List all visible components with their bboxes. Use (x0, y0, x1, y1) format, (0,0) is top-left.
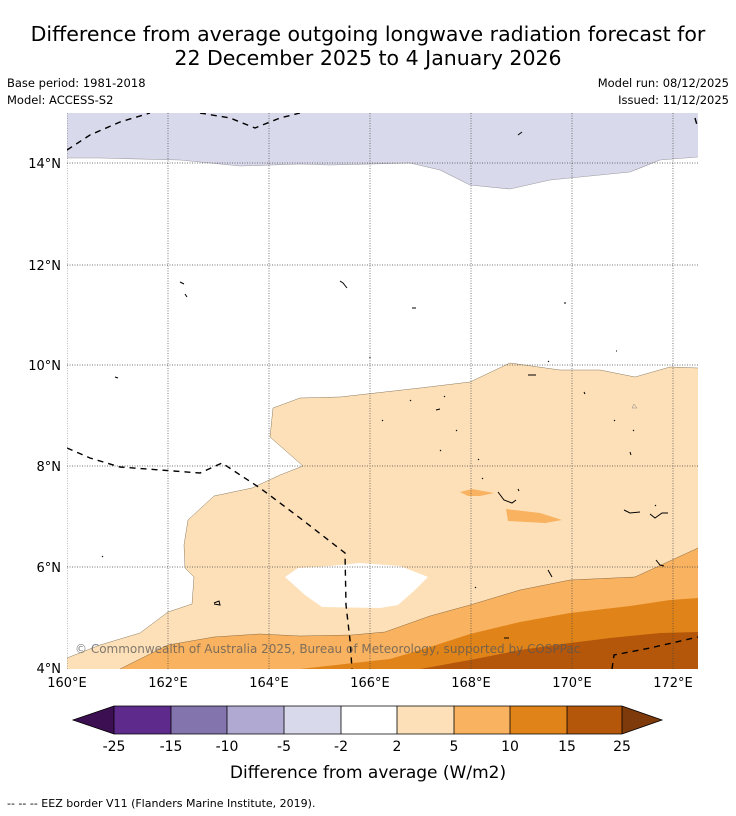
meta-right: Model run: 08/12/2025 Issued: 11/12/2025 (598, 75, 729, 109)
cb-tick-m5: -5 (277, 739, 291, 755)
region-pos-15-to-25 (420, 632, 698, 669)
region-neutral-hole (285, 563, 428, 608)
contour-neg (67, 156, 698, 190)
colorbar-bin-15-25 (567, 706, 622, 734)
title-line-2: 22 December 2025 to 4 January 2026 (174, 46, 562, 70)
cb-tick-m2: -2 (334, 739, 348, 755)
lat-labels: 14°N 12°N 10°N 8°N 6°N 4°N (28, 157, 61, 677)
colorbar-title: Difference from average (W/m2) (230, 763, 506, 783)
lon-label-172e: 172°E (653, 676, 693, 691)
eez-border-south (67, 447, 698, 669)
lat-label-6n: 6°N (37, 561, 62, 576)
colorbar-bin-10-15 (510, 706, 567, 734)
cb-tick-2: 2 (393, 739, 402, 755)
lat-label-12n: 12°N (28, 259, 61, 274)
colorbar: -25 -15 -10 -5 -2 2 5 10 15 25 Differenc… (71, 705, 664, 783)
meta-left: Base period: 1981-2018 Model: ACCESS-S2 (7, 75, 146, 109)
lat-label-14n: 14°N (28, 157, 61, 172)
colorbar-bin-m10-m5 (227, 706, 284, 734)
model-name: Model: ACCESS-S2 (7, 93, 114, 107)
colorbar-dividers (113, 706, 623, 734)
region-neg-5-to-2 (67, 113, 698, 189)
colorbar-bin-5-10 (454, 706, 510, 734)
eez-border-north (67, 113, 698, 151)
islands (101, 131, 668, 639)
cb-tick-5: 5 (450, 739, 459, 755)
cb-tick-25: 25 (613, 739, 631, 755)
copyright-watermark: © Commonwealth of Australia 2025, Bureau… (75, 642, 580, 656)
lon-label-168e: 168°E (451, 676, 491, 691)
contour-5 (119, 547, 698, 669)
issued-date: Issued: 11/12/2025 (618, 93, 729, 107)
lat-label-10n: 10°N (28, 359, 61, 374)
cb-tick-10: 10 (501, 739, 519, 755)
patch-5-to-10-a (460, 489, 494, 496)
lon-label-164e: 164°E (249, 676, 289, 691)
cb-tick-m15: -15 (160, 739, 183, 755)
colorbar-bin-m15-m10 (171, 706, 227, 734)
model-run: Model run: 08/12/2025 (597, 76, 729, 90)
colorbar-bin-m5-m2 (284, 706, 341, 734)
colorbar-arrow-low (73, 706, 114, 734)
lon-label-170e: 170°E (552, 676, 592, 691)
lon-label-166e: 166°E (350, 676, 390, 691)
lat-label-4n: 4°N (37, 662, 62, 677)
colorbar-arrow-high (622, 706, 662, 734)
patch-5-to-10-b (506, 509, 562, 523)
gridlines (67, 113, 698, 669)
colorbar-bin-2-5 (397, 706, 454, 734)
cb-tick-15: 15 (558, 739, 576, 755)
cb-tick-m10: -10 (216, 739, 239, 755)
colorbar-tick-labels: -25 -15 -10 -5 -2 2 5 10 15 25 (103, 739, 631, 755)
title-line-1: Difference from average outgoing longwav… (30, 22, 706, 46)
colorbar-bin-m2-2 (341, 706, 397, 734)
colorbar-bin-m25-m15 (114, 706, 171, 734)
eez-footnote: -- -- -- EEZ border V11 (Flanders Marine… (7, 797, 316, 810)
base-period: Base period: 1981-2018 (7, 76, 146, 90)
cb-tick-m25: -25 (103, 739, 126, 755)
map-plot-area: © Commonwealth of Australia 2025, Bureau… (67, 113, 698, 669)
lon-label-160e: 160°E (47, 676, 87, 691)
lat-label-8n: 8°N (37, 460, 62, 475)
lon-labels: 160°E 162°E 164°E 166°E 168°E 170°E 172°… (47, 676, 693, 691)
map-title: Difference from average outgoing longwav… (0, 22, 736, 70)
lon-label-162e: 162°E (148, 676, 188, 691)
